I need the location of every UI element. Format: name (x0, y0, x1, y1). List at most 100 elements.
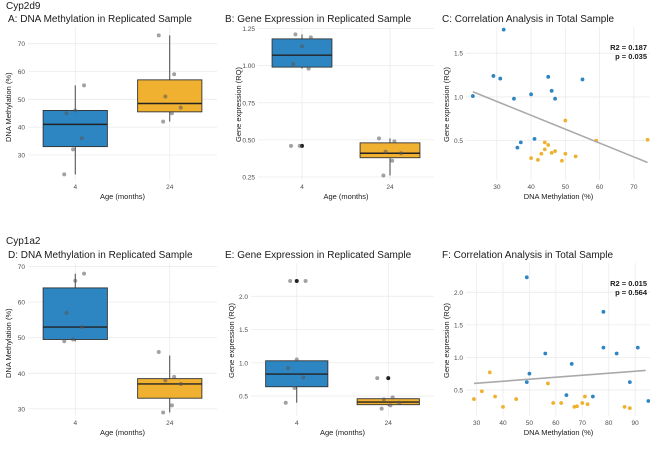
scatter-point (563, 118, 568, 123)
scatter-point (532, 137, 537, 141)
panel-title: F: Correlation Analysis in Total Sample (442, 250, 614, 261)
data-point (64, 111, 69, 116)
y-tick-label: 0.25 (242, 175, 255, 182)
scatter-point (542, 147, 547, 152)
y-tick-label: 2.0 (454, 290, 463, 297)
panel-c: C: Correlation Analysis in Total Sample … (434, 14, 650, 214)
data-point (381, 397, 386, 402)
data-point (163, 378, 168, 383)
data-point (377, 136, 381, 141)
data-point (172, 374, 177, 379)
data-point (388, 403, 393, 408)
x-tick-label: 60 (552, 420, 560, 427)
y-tick-label: 2.0 (239, 294, 248, 301)
scatter-point (580, 77, 585, 82)
y-tick-label: 0.5 (239, 394, 248, 401)
scatter-point (501, 27, 506, 32)
plot-area: 30 40 50 60 70 4 24 (18, 27, 217, 191)
data-point (306, 66, 311, 71)
scatter-point (498, 76, 503, 81)
scatter-point (551, 401, 556, 405)
x-axis-label: DNA Methylation (%) (523, 428, 594, 437)
data-point (62, 172, 67, 177)
scatter-point (564, 393, 569, 398)
data-point (308, 35, 313, 40)
scatter-point (487, 370, 492, 375)
gene-label-cyp1a2: Cyp1a2 (6, 236, 41, 247)
scatter-point (553, 96, 557, 101)
scatter-point (575, 404, 579, 409)
scatter-point (622, 404, 627, 409)
scatter-point (518, 140, 523, 145)
x-tick-label: 24 (385, 420, 393, 427)
y-tick-label: 40 (18, 371, 26, 378)
data-point (169, 111, 174, 116)
data-point (392, 139, 397, 144)
data-point (156, 349, 161, 354)
data-point (291, 62, 296, 67)
scatter-point (573, 154, 578, 159)
x-tick-label: 4 (300, 184, 304, 191)
p-value-stat: p = 0.035 (615, 52, 647, 61)
data-point (301, 375, 306, 380)
y-tick-label: 30 (18, 152, 26, 159)
y-axis-label: Gene expression (RQ) (234, 66, 243, 142)
data-point (73, 108, 78, 113)
scatter-point (529, 92, 533, 97)
scatter-point (635, 345, 640, 350)
data-point (79, 136, 84, 141)
y-tick-label: 0.75 (242, 100, 255, 107)
y-tick-label: 40 (18, 125, 26, 132)
plot-area: 0.5 1.0 1.5 2.0 4 24 (239, 263, 434, 427)
scatter-point (542, 140, 547, 145)
box (137, 79, 203, 113)
data-point (390, 395, 395, 400)
box (42, 110, 108, 148)
data-point (381, 173, 386, 178)
scatter-point (553, 149, 557, 154)
y-tick-label: 1.00 (242, 63, 255, 70)
y-tick-label: 1.25 (242, 26, 255, 33)
data-point (289, 143, 293, 148)
scatter-point (479, 389, 484, 394)
scatter-point (590, 394, 595, 399)
scatter-point (583, 394, 587, 399)
scatter-point (524, 380, 529, 385)
x-tick-label: 90 (632, 420, 640, 427)
r2-stat: R2 = 0.187 (610, 43, 647, 52)
panel-f: F: Correlation Analysis in Total Sample … (434, 250, 650, 450)
y-tick-label: 70 (18, 264, 26, 271)
regression-line (473, 369, 646, 385)
scatter-point (493, 394, 497, 399)
data-point (163, 94, 168, 99)
data-point (172, 72, 177, 77)
outlier-point (294, 278, 299, 283)
data-point (399, 151, 403, 156)
panel-title: E: Gene Expression in Replicated Sample (225, 250, 412, 261)
data-point (71, 337, 76, 342)
plot-area: 0.5 1.0 1.5 30 40 50 60 70 (454, 27, 650, 191)
y-tick-label: 50 (18, 97, 26, 104)
data-point (375, 376, 380, 381)
scatter-point (546, 74, 551, 79)
x-axis-label: Age (months) (99, 428, 146, 437)
data-point (383, 149, 388, 154)
y-tick-label: 1.5 (454, 322, 463, 329)
plot-background (466, 263, 650, 416)
box (271, 38, 333, 68)
data-point (285, 366, 290, 371)
data-point (178, 381, 183, 386)
scatter-point (560, 158, 564, 163)
scatter-point (501, 404, 505, 409)
plot-area: 30 40 50 60 70 4 24 (18, 263, 217, 427)
panel-title: B: Gene Expression in Replicated Sample (225, 14, 412, 25)
box (42, 287, 108, 340)
data-point (82, 83, 87, 88)
y-axis-label: DNA Methylation (%) (4, 307, 13, 378)
y-axis-label: DNA Methylation (%) (4, 71, 13, 142)
scatter-point (470, 94, 475, 98)
data-point (71, 147, 76, 152)
scatter-point (527, 371, 532, 376)
data-point (397, 400, 402, 405)
p-value-stat: p = 0.564 (615, 288, 647, 297)
